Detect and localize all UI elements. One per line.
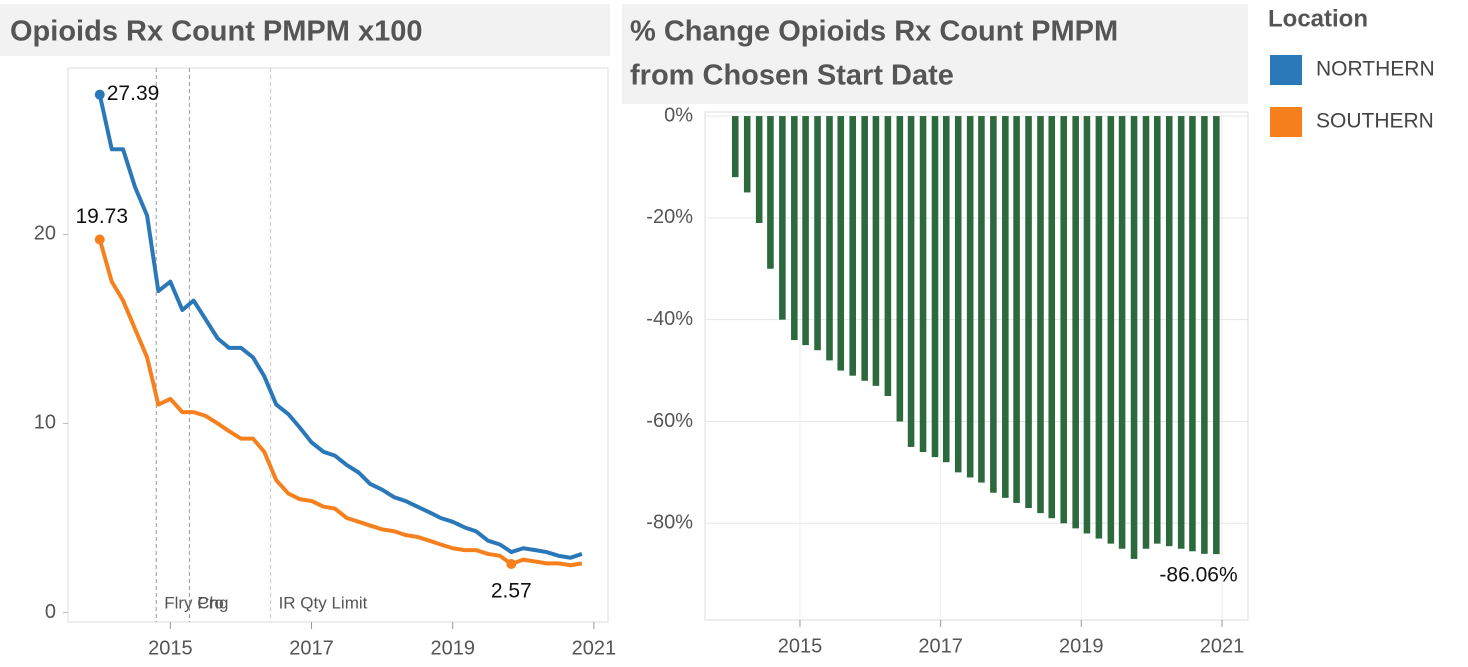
bar bbox=[1201, 116, 1208, 554]
plot-frame bbox=[67, 67, 609, 623]
reference-label: Pro bbox=[197, 593, 223, 612]
bar bbox=[755, 116, 763, 223]
bar bbox=[1177, 116, 1185, 549]
x-tick-label: 2017 bbox=[918, 635, 963, 657]
data-label: -86.06% bbox=[1159, 564, 1237, 587]
plot-frame bbox=[704, 111, 1249, 621]
bar bbox=[1037, 116, 1044, 514]
y-tick-label: -40% bbox=[646, 308, 693, 330]
bar bbox=[966, 116, 974, 478]
title-band bbox=[0, 4, 610, 56]
point bbox=[506, 558, 517, 569]
bar bbox=[1189, 116, 1196, 552]
x-tick-label: 2021 bbox=[572, 637, 617, 659]
bar bbox=[1107, 116, 1115, 544]
bar bbox=[1013, 116, 1020, 503]
x-tick-label: 2017 bbox=[289, 637, 334, 659]
legend-label: NORTHERN bbox=[1316, 58, 1435, 81]
reference-label: Flry Chg bbox=[164, 593, 228, 612]
point bbox=[94, 89, 105, 100]
bar bbox=[931, 116, 939, 458]
bar bbox=[919, 116, 927, 453]
bar bbox=[872, 116, 880, 386]
bar bbox=[1025, 116, 1032, 509]
bar bbox=[779, 116, 786, 320]
bar bbox=[767, 116, 774, 269]
bar bbox=[896, 116, 904, 422]
bar bbox=[802, 116, 809, 346]
bar bbox=[1165, 116, 1173, 547]
legend-swatch bbox=[1270, 55, 1302, 85]
bar bbox=[837, 116, 845, 371]
bar bbox=[1048, 116, 1056, 519]
legend-swatch bbox=[1270, 107, 1302, 137]
bar bbox=[954, 116, 962, 473]
bar bbox=[1153, 116, 1161, 544]
bar bbox=[1002, 116, 1009, 498]
y-tick-label: 10 bbox=[34, 412, 56, 434]
legend-title: Location bbox=[1268, 5, 1368, 32]
data-label: 19.73 bbox=[75, 205, 128, 228]
x-tick-label: 2019 bbox=[1059, 635, 1104, 657]
bar bbox=[826, 116, 833, 361]
data-label: 27.39 bbox=[107, 82, 160, 105]
y-tick-label: -60% bbox=[646, 410, 693, 432]
bar bbox=[1118, 116, 1126, 549]
reference-label: IR Qty Limit bbox=[279, 593, 368, 612]
bar bbox=[861, 116, 868, 381]
bar bbox=[814, 116, 821, 351]
line bbox=[97, 94, 583, 560]
point bbox=[94, 234, 105, 245]
chart-title: from Chosen Start Date bbox=[630, 60, 954, 92]
x-tick-label: 2015 bbox=[778, 635, 823, 657]
bar bbox=[1142, 116, 1150, 549]
x-tick-label: 2021 bbox=[1200, 635, 1245, 657]
bar bbox=[942, 116, 950, 463]
y-tick-label: -20% bbox=[646, 206, 693, 228]
bar bbox=[731, 116, 739, 178]
title-band bbox=[622, 4, 1248, 104]
bar bbox=[1095, 116, 1103, 539]
bar bbox=[849, 116, 856, 376]
x-tick-label: 2019 bbox=[430, 637, 475, 659]
y-tick-label: 0 bbox=[45, 601, 56, 623]
data-label: 2.57 bbox=[491, 579, 532, 602]
chart-title: % Change Opioids Rx Count PMPM bbox=[630, 16, 1118, 48]
line bbox=[97, 238, 583, 568]
bar bbox=[1083, 116, 1091, 534]
bar bbox=[1130, 116, 1138, 559]
bar bbox=[1060, 116, 1068, 524]
bar bbox=[990, 116, 997, 493]
y-tick-label: 20 bbox=[34, 223, 56, 245]
legend-label: SOUTHERN bbox=[1316, 110, 1434, 133]
bar bbox=[907, 116, 915, 447]
y-tick-label: 0% bbox=[664, 104, 693, 126]
x-tick-label: 2015 bbox=[148, 637, 193, 659]
bar bbox=[743, 116, 751, 193]
chart-title: Opioids Rx Count PMPM x100 bbox=[10, 16, 423, 48]
y-tick-label: -80% bbox=[646, 512, 693, 534]
bar bbox=[1213, 116, 1220, 555]
bar bbox=[791, 116, 798, 341]
bar bbox=[1072, 116, 1079, 529]
bar bbox=[978, 116, 985, 483]
bar bbox=[884, 116, 892, 397]
